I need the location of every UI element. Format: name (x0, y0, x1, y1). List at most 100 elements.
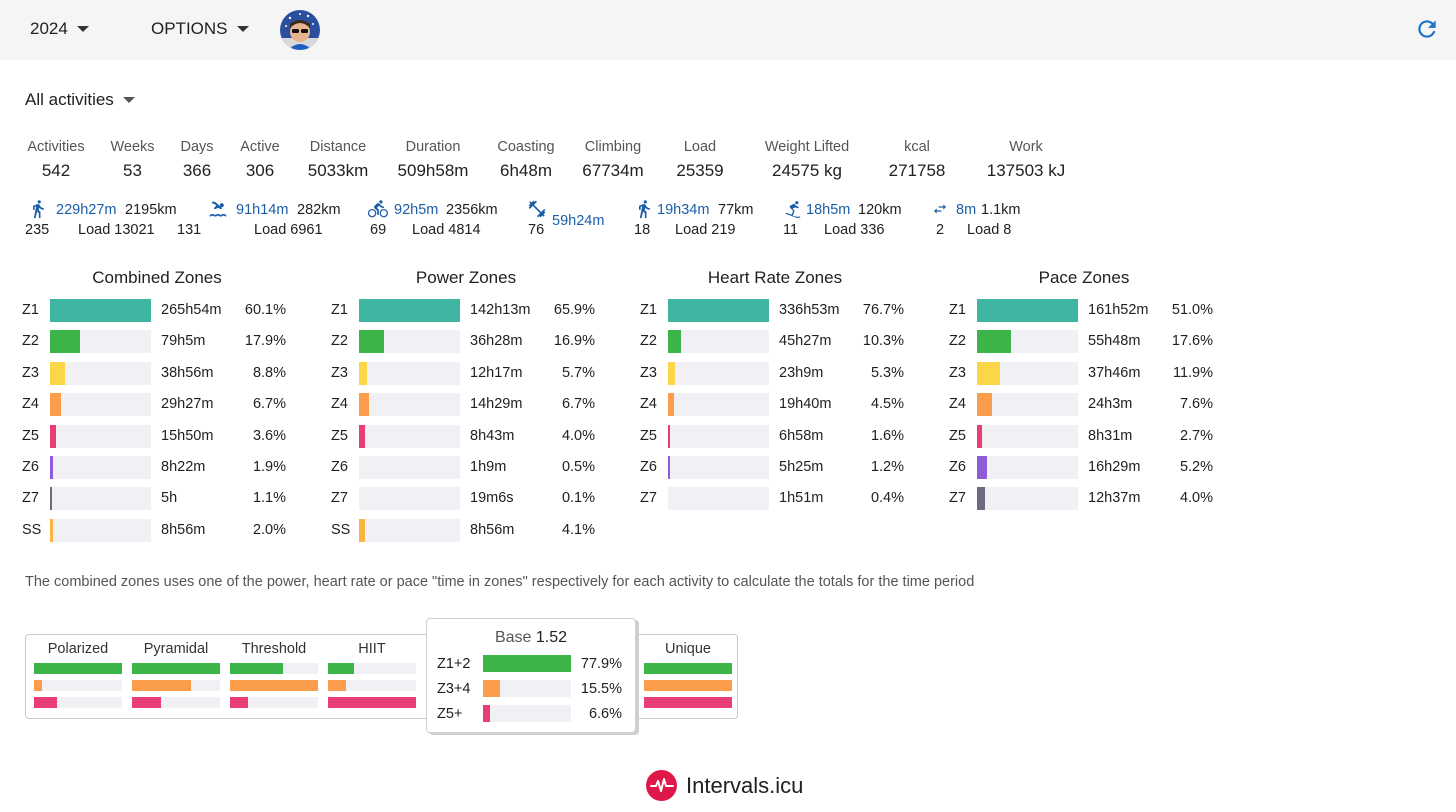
zone-row: Z7 19m6s 0.1% (331, 487, 601, 511)
zone-label: Z2 (22, 333, 39, 350)
distribution-bar (230, 697, 248, 708)
zone-label: Z6 (22, 459, 39, 475)
distribution-bar (132, 663, 220, 674)
zone-time: 29h27m (161, 396, 214, 413)
zone-percent: 1.2% (870, 459, 904, 475)
zone-bar (668, 456, 670, 479)
distribution-type-unique[interactable]: Unique (636, 635, 740, 720)
sport-walk[interactable]: 19h34m 77km 18 Load 219 (634, 198, 764, 242)
distribution-bar-track (644, 697, 732, 708)
zone-percent: 4.0% (561, 427, 595, 444)
zone-percent: 1.1% (252, 490, 286, 507)
sport-bike[interactable]: 92h5m 2356km 69 Load 4814 (368, 198, 508, 242)
zone-row: Z1 142h13m 65.9% (331, 299, 601, 322)
stat-work: Work 137503 kJ (986, 139, 1066, 180)
sport-count: 11 (783, 222, 799, 238)
zone-bar-track (359, 456, 460, 479)
distribution-bar (230, 680, 318, 691)
sport-weights[interactable]: 59h24m 76 (527, 198, 617, 242)
zone-time: 24h3m (1088, 396, 1133, 413)
zone-bar (977, 393, 992, 417)
stat-weight-lifted: Weight Lifted 24575 kg (764, 139, 850, 180)
zone-row: Z2 79h5m 17.9% (22, 330, 292, 354)
distribution-bar (34, 697, 57, 708)
distribution-bar (132, 680, 191, 691)
distribution-type-label: Unique (665, 641, 711, 657)
zone-time: 19h40m (779, 396, 832, 413)
zone-bar-track (977, 330, 1078, 354)
refresh-icon[interactable] (1414, 16, 1440, 42)
sport-load: Load 219 (675, 222, 736, 238)
tooltip-title: Base 1.52 (427, 629, 635, 647)
zone-bar-track (50, 330, 151, 354)
sport-count: 2 (936, 222, 945, 238)
zone-time: 336h53m (779, 302, 840, 318)
zone-row: Z7 12h37m 4.0% (949, 487, 1219, 511)
combined-zones-note: The combined zones uses one of the power… (25, 574, 975, 590)
zone-row: Z6 5h25m 1.2% (640, 456, 910, 479)
zone-bar (977, 487, 985, 511)
sport-swim[interactable]: 91h14m 282km 131 Load 6961 (177, 198, 348, 242)
ski-icon (785, 201, 801, 218)
zone-percent: 6.7% (252, 396, 286, 413)
brand[interactable]: Intervals.icu (646, 770, 803, 801)
sport-time: 91h14m (236, 202, 289, 218)
sport-time: 92h5m (394, 202, 439, 218)
zone-row: SS 8h56m 4.1% (331, 518, 601, 542)
sport-run[interactable]: 229h27m 2195km 235 Load 13021 (25, 198, 188, 242)
distribution-bar-track (644, 663, 732, 674)
distribution-type-pyramidal[interactable]: Pyramidal (124, 635, 228, 720)
zone-percent: 8.8% (252, 364, 286, 381)
year-dropdown[interactable]: 2024 (30, 19, 89, 39)
distribution-type-threshold[interactable]: Threshold (222, 635, 326, 720)
tooltip-row: Z5+ 6.6% (437, 705, 622, 723)
distribution-bar (34, 663, 122, 674)
tooltip-bar (483, 680, 500, 697)
tooltip-row-percent: 6.6% (588, 706, 622, 722)
zone-bar-track (668, 330, 769, 354)
sport-time: 59h24m (552, 213, 605, 229)
zone-label: SS (22, 521, 42, 538)
zone-row: Z5 8h43m 4.0% (331, 424, 601, 448)
zone-time: 1h51m (779, 490, 824, 507)
zone-percent: 0.4% (870, 490, 904, 507)
zone-row: Z4 19h40m 4.5% (640, 393, 910, 417)
distribution-type-label: Threshold (241, 641, 307, 657)
zone-percent: 10.3% (862, 333, 904, 350)
zone-label: Z3 (949, 364, 966, 381)
distribution-bar-track (328, 680, 416, 691)
distribution-type-hiit[interactable]: HIIT (320, 635, 424, 720)
walk-icon (639, 200, 650, 219)
zone-percent: 16.9% (553, 333, 595, 350)
zone-row: Z5 15h50m 3.6% (22, 424, 292, 448)
zone-time: 142h13m (470, 302, 531, 318)
zone-bar (50, 518, 53, 542)
zone-bar (668, 361, 675, 385)
zone-label: Z5 (331, 427, 348, 444)
distribution-bar (644, 663, 732, 674)
avatar[interactable] (280, 10, 320, 50)
run-icon (33, 200, 44, 219)
zone-time: 6h58m (779, 427, 824, 444)
activity-filter-label: All activities (25, 90, 114, 109)
sport-distance: 1.1km (981, 202, 1021, 218)
zone-bar-track (668, 487, 769, 511)
sport-transition[interactable]: 8m 1.1km 2 Load 8 (932, 198, 1032, 242)
distribution-bar-track (132, 697, 220, 708)
zone-bar-track (977, 487, 1078, 511)
activity-filter-dropdown[interactable]: All activities (25, 90, 135, 110)
distribution-bar-track (34, 680, 122, 691)
zone-percent: 17.6% (1171, 333, 1213, 350)
zone-bar-track (50, 361, 151, 385)
options-dropdown[interactable]: OPTIONS (151, 19, 249, 39)
zone-percent: 76.7% (862, 302, 904, 318)
sport-ski[interactable]: 18h5m 120km 11 Load 336 (783, 198, 913, 242)
distribution-type-polarized[interactable]: Polarized (26, 635, 130, 720)
zone-panel: Power Zones Z1 142h13m 65.9% Z2 36h28m 16.9% Z3… (331, 266, 601, 556)
zone-row: Z1 336h53m 76.7% (640, 299, 910, 322)
stat-distance: Distance 5033km (307, 139, 369, 180)
zone-percent: 4.0% (1179, 490, 1213, 507)
zone-row: Z2 45h27m 10.3% (640, 330, 910, 354)
zone-bar-track (50, 456, 151, 479)
tooltip-bar-track (483, 705, 571, 722)
